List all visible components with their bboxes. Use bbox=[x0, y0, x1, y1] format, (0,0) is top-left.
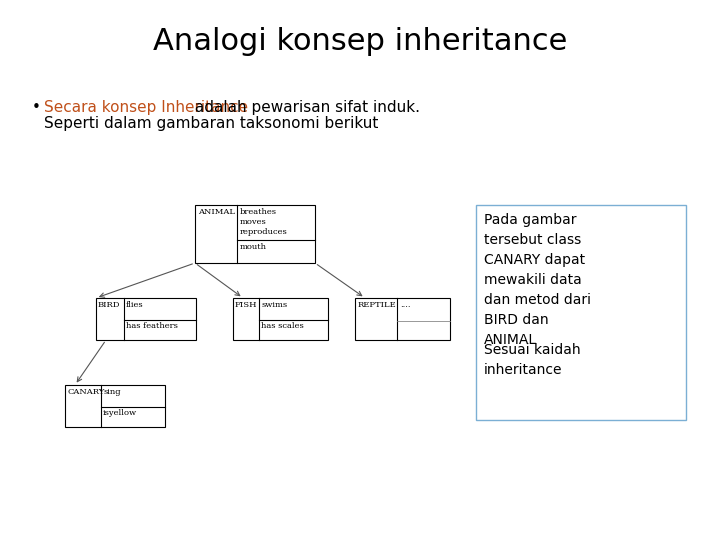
Text: Pada gambar
tersebut class
CANARY dapat
mewakili data
dan metod dari
BIRD dan
AN: Pada gambar tersebut class CANARY dapat … bbox=[484, 213, 591, 347]
Text: sing: sing bbox=[103, 388, 121, 396]
Text: mouth: mouth bbox=[240, 243, 267, 251]
Text: •: • bbox=[32, 100, 41, 115]
Text: FISH: FISH bbox=[235, 301, 258, 309]
Text: Sesuai kaidah
inheritance: Sesuai kaidah inheritance bbox=[484, 343, 580, 377]
Text: flies: flies bbox=[126, 301, 143, 309]
Bar bbox=[65, 385, 165, 427]
Bar bbox=[233, 298, 328, 340]
Text: REPTILE: REPTILE bbox=[358, 301, 397, 309]
Text: swims: swims bbox=[261, 301, 287, 309]
Text: adalah pewarisan sifat induk.: adalah pewarisan sifat induk. bbox=[190, 100, 420, 115]
Bar bbox=[96, 298, 196, 340]
Text: reproduces: reproduces bbox=[240, 228, 288, 236]
Bar bbox=[476, 205, 686, 420]
Text: has feathers: has feathers bbox=[126, 322, 178, 330]
Text: Secara konsep Inheritance: Secara konsep Inheritance bbox=[44, 100, 248, 115]
Text: BIRD: BIRD bbox=[98, 301, 120, 309]
Text: Analogi konsep inheritance: Analogi konsep inheritance bbox=[153, 28, 567, 57]
Bar bbox=[195, 205, 315, 263]
Bar bbox=[355, 298, 450, 340]
Text: breathes: breathes bbox=[240, 208, 277, 216]
Text: isyellow: isyellow bbox=[103, 409, 137, 417]
Text: ANIMAL: ANIMAL bbox=[198, 208, 235, 216]
Text: moves: moves bbox=[240, 218, 266, 226]
Text: has scales: has scales bbox=[261, 322, 304, 330]
Text: CANARY: CANARY bbox=[67, 388, 104, 396]
Text: Seperti dalam gambaran taksonomi berikut: Seperti dalam gambaran taksonomi berikut bbox=[44, 116, 379, 131]
Text: ....: .... bbox=[400, 301, 410, 309]
Text: Secara konsep Inheritance adalah pewarisan sifat induk.: Secara konsep Inheritance adalah pewaris… bbox=[44, 100, 478, 115]
